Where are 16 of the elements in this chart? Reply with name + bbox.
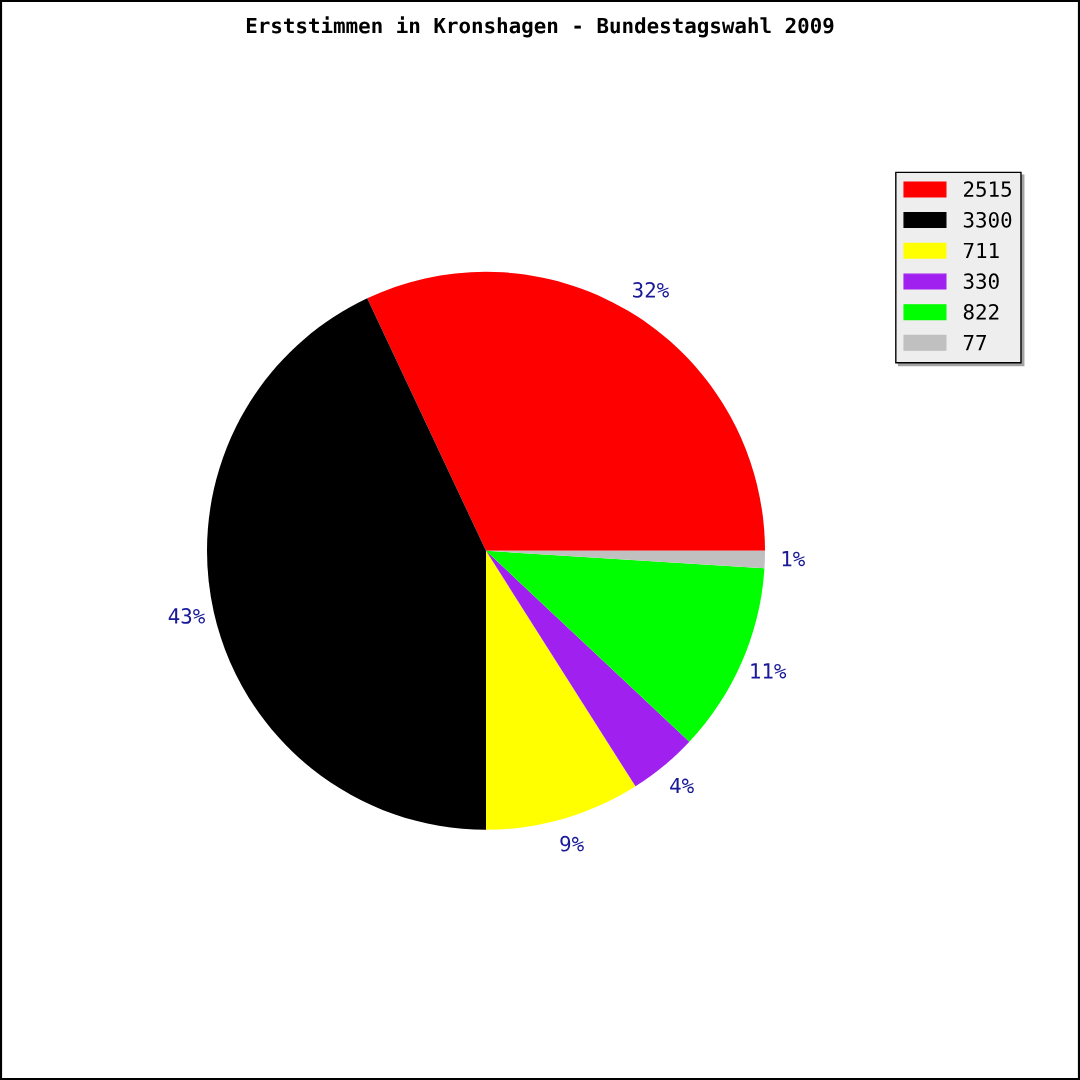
legend-label: 822 (963, 303, 999, 320)
data-label: 9% (560, 835, 584, 852)
pie-slice (486, 550, 636, 830)
legend-label: 330 (963, 273, 999, 290)
pie-slice (207, 298, 486, 830)
data-label: 11% (751, 663, 787, 679)
data-label: 1% (782, 551, 805, 567)
chart-title: Erststimmen in Kronshagen - Bundestagswahl 2009 (246, 16, 834, 38)
legend-label: 2515 (964, 181, 1011, 197)
data-label: 4% (670, 777, 694, 794)
data-label: 32% (633, 282, 669, 298)
legend-label: 711 (963, 242, 999, 259)
data-label: 43% (168, 608, 205, 624)
legend-label: 3300 (963, 211, 1012, 228)
legend-label: 77 (963, 334, 986, 351)
pie-slice (367, 271, 765, 551)
